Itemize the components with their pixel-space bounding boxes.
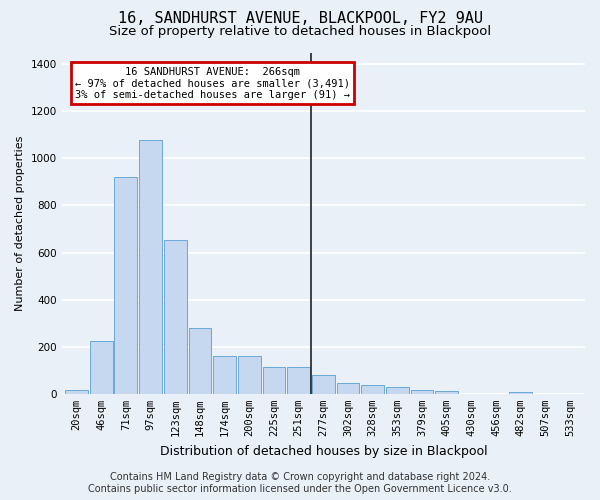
Bar bbox=[115, 178, 137, 394]
Bar bbox=[238, 356, 260, 394]
Bar bbox=[312, 375, 335, 394]
Bar bbox=[411, 390, 433, 394]
Bar bbox=[509, 392, 532, 394]
Text: 16 SANDHURST AVENUE:  266sqm
← 97% of detached houses are smaller (3,491)
3% of : 16 SANDHURST AVENUE: 266sqm ← 97% of det… bbox=[75, 66, 350, 100]
Bar bbox=[139, 140, 162, 394]
Bar bbox=[386, 386, 409, 394]
Bar bbox=[90, 341, 113, 394]
Y-axis label: Number of detached properties: Number of detached properties bbox=[15, 136, 25, 311]
Text: Contains HM Land Registry data © Crown copyright and database right 2024.
Contai: Contains HM Land Registry data © Crown c… bbox=[88, 472, 512, 494]
Bar bbox=[263, 367, 286, 394]
X-axis label: Distribution of detached houses by size in Blackpool: Distribution of detached houses by size … bbox=[160, 444, 487, 458]
Bar bbox=[65, 390, 88, 394]
Text: Size of property relative to detached houses in Blackpool: Size of property relative to detached ho… bbox=[109, 25, 491, 38]
Bar bbox=[287, 367, 310, 394]
Text: 16, SANDHURST AVENUE, BLACKPOOL, FY2 9AU: 16, SANDHURST AVENUE, BLACKPOOL, FY2 9AU bbox=[118, 11, 482, 26]
Bar bbox=[436, 392, 458, 394]
Bar bbox=[164, 240, 187, 394]
Bar bbox=[361, 385, 384, 394]
Bar bbox=[213, 356, 236, 394]
Bar bbox=[337, 383, 359, 394]
Bar bbox=[188, 328, 211, 394]
